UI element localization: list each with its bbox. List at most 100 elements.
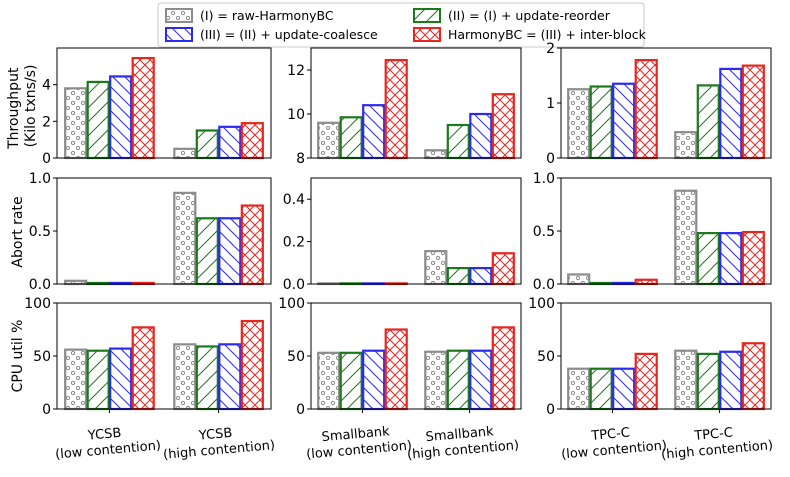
legend-entry-II: (II) = (I) + update-reorder <box>413 8 611 23</box>
xlabel-ycsb-high: YCSB (high contention) <box>161 422 275 463</box>
bar-cpu-ycsb-high-IV <box>240 319 264 411</box>
panel-abort-tpcc-ytick-label-2: 1.0 <box>533 171 555 187</box>
panel-abort-ycsb-ytick-label-2: 1.0 <box>29 171 51 187</box>
xlabel-ycsb-high-line1: YCSB <box>197 426 233 444</box>
xlabel-tpcc-low-line1: TPC-C <box>590 426 631 444</box>
panel-cpu-ycsb: 0 50 100 <box>24 296 272 418</box>
bar-cpu-tpcc-low-II <box>589 367 613 411</box>
bar-abort-tpcc-high-IV <box>741 230 765 286</box>
legend-entry-I: (I) = raw-HarmonyBC <box>165 8 334 23</box>
legend-label-IV: HarmonyBC = (III) + inter-block <box>448 27 647 42</box>
bar-abort-smallbank-high-I <box>424 250 448 286</box>
panel-cpu-smallbank-ytick-label-1: 50 <box>287 349 305 365</box>
legend-label-III: (III) = (II) + update-coalesce <box>200 27 378 42</box>
bar-cpu-tpcc-high-III <box>719 350 743 411</box>
panel-cpu-smallbank-ytick-label-2: 100 <box>278 296 305 312</box>
bar-abort-smallbank-high-II <box>446 267 470 286</box>
xlabel-tpcc-high-line1: TPC-C <box>693 426 734 444</box>
panel-throughput-tpcc-ytick-label-2: 2 <box>546 41 555 57</box>
bar-throughput-tpcc-high-III <box>719 67 743 160</box>
panel-throughput-tpcc-ytick-label-1: 1 <box>546 96 555 112</box>
bar-throughput-smallbank-high-I <box>424 149 448 160</box>
bar-throughput-ycsb-high-II <box>195 129 219 160</box>
panel-cpu-tpcc-ytick-label-2: 100 <box>528 296 555 312</box>
panel-throughput-smallbank-ytick-label-1: 10 <box>287 107 305 123</box>
panel-abort-ycsb-ytick-label-0: 0.0 <box>29 277 51 293</box>
panel-throughput-ycsb-ytick-label-1: 2 <box>42 114 51 130</box>
xlabel-tpcc-low: TPC-C (low contention) <box>559 422 667 462</box>
ylabel-abort-rate: Abort rate <box>10 196 26 267</box>
bar-cpu-ycsb-low-IV <box>131 326 155 411</box>
bar-throughput-tpcc-high-I <box>674 131 698 160</box>
bar-cpu-tpcc-high-IV <box>741 342 765 411</box>
panel-throughput-ycsb-ytick-label-0: 0 <box>42 151 51 167</box>
panel-abort-tpcc-ytick-label-1: 0.5 <box>533 224 555 240</box>
bar-cpu-ycsb-high-I <box>173 343 197 411</box>
panel-throughput-tpcc-ytick-label-0: 0 <box>546 151 555 167</box>
panel-throughput-smallbank-ytick-label-0: 8 <box>296 151 305 167</box>
bar-throughput-ycsb-low-I <box>64 87 88 160</box>
panel-cpu-ycsb-ytick-label-0: 0 <box>42 402 51 418</box>
panel-abort-smallbank-ytick-label-2: 0.4 <box>283 192 305 208</box>
bar-cpu-smallbank-high-IV <box>491 326 515 411</box>
panels: 024810120120.00.51.00.00.20.40.00.51.005… <box>24 41 772 418</box>
panel-abort-smallbank: 0.0 0.2 0.4 <box>283 177 522 293</box>
panel-throughput-ycsb: 0 2 4 <box>42 47 272 167</box>
bar-cpu-ycsb-high-II <box>195 345 219 411</box>
bar-throughput-tpcc-low-I <box>567 88 591 160</box>
bar-cpu-tpcc-high-I <box>674 349 698 411</box>
panel-throughput-ycsb-ytick-label-2: 4 <box>42 78 51 94</box>
bar-abort-ycsb-high-IV <box>240 204 264 286</box>
xlabel-ycsb-low-line1: YCSB <box>86 426 122 444</box>
panel-throughput-smallbank-frame <box>310 47 522 159</box>
bar-throughput-ycsb-low-II <box>86 80 110 160</box>
legend-label-I: (I) = raw-HarmonyBC <box>200 8 334 23</box>
bar-abort-smallbank-high-IV <box>491 252 515 286</box>
panel-throughput-smallbank-ytick-label-2: 12 <box>287 63 305 79</box>
xlabel-ycsb-low-line2: (low contention) <box>55 438 162 462</box>
panel-cpu-tpcc-ytick-label-1: 50 <box>537 349 555 365</box>
panel-abort-ycsb-ytick-label-1: 0.5 <box>29 224 51 240</box>
legend-swatch-I <box>165 8 193 23</box>
bar-abort-smallbank-high-III <box>469 267 493 286</box>
panel-abort-smallbank-frame <box>310 177 522 285</box>
xlabel-tpcc-low-line2: (low contention) <box>561 438 668 462</box>
legend-entry-IV: HarmonyBC = (III) + inter-block <box>413 27 647 42</box>
xlabel-smallbank-low-line1: Smallbank <box>321 424 391 445</box>
panel-cpu-ycsb-ytick-label-2: 100 <box>24 296 51 312</box>
bar-cpu-ycsb-low-I <box>64 348 88 411</box>
bar-throughput-smallbank-high-IV <box>491 93 515 160</box>
legend-entry-III: (III) = (II) + update-coalesce <box>165 27 378 42</box>
bar-throughput-ycsb-high-I <box>173 147 197 160</box>
ylabel-throughput-line2: (Kilo txns/s) <box>23 65 39 148</box>
xlabel-smallbank-high-line1: Smallbank <box>425 424 495 445</box>
xlabel-ycsb-low: YCSB (low contention) <box>53 422 161 462</box>
bar-throughput-tpcc-low-II <box>589 85 613 160</box>
xlabel-smallbank-high: Smallbank (high contention) <box>405 422 519 463</box>
bar-throughput-tpcc-low-IV <box>634 58 658 160</box>
panel-cpu-smallbank-ytick-label-0: 0 <box>296 402 305 418</box>
xlabel-smallbank-low: Smallbank (low contention) <box>304 422 412 462</box>
legend: (I) = raw-HarmonyBC (II) = (I) + update-… <box>157 2 647 48</box>
bar-throughput-ycsb-high-IV <box>240 122 264 160</box>
panel-abort-smallbank-ytick-label-0: 0.0 <box>283 277 305 293</box>
bar-throughput-smallbank-low-III <box>362 104 386 160</box>
bar-abort-tpcc-high-III <box>719 232 743 286</box>
bar-cpu-tpcc-low-III <box>612 367 636 411</box>
legend-swatch-III <box>165 27 193 42</box>
bar-cpu-smallbank-high-I <box>424 350 448 411</box>
bar-throughput-smallbank-high-III <box>469 112 493 160</box>
bar-cpu-tpcc-low-I <box>567 367 591 411</box>
bar-cpu-smallbank-low-I <box>317 351 341 411</box>
bar-cpu-tpcc-low-IV <box>634 352 658 411</box>
bar-throughput-ycsb-high-III <box>218 125 242 160</box>
xlabel-tpcc-high: TPC-C (high contention) <box>659 422 773 463</box>
bar-throughput-tpcc-high-IV <box>741 64 765 160</box>
bar-abort-tpcc-high-II <box>696 232 720 286</box>
panel-cpu-tpcc-ytick-label-0: 0 <box>546 402 555 418</box>
legend-swatch-IV <box>413 27 441 42</box>
bar-throughput-smallbank-low-IV <box>384 58 408 160</box>
legend-label-II: (II) = (I) + update-reorder <box>448 8 611 23</box>
bar-throughput-tpcc-low-III <box>612 82 636 160</box>
panel-abort-smallbank-ytick-label-1: 0.2 <box>283 235 305 251</box>
